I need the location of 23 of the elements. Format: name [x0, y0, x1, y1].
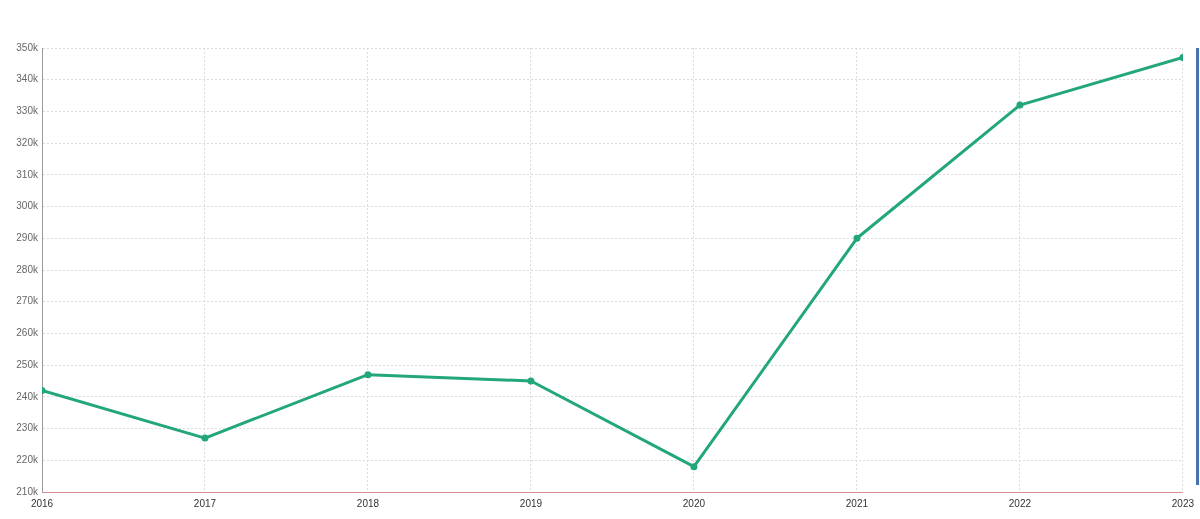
x-tick-label: 2018	[356, 497, 380, 509]
y-tick-label: 320k	[16, 136, 39, 148]
y-tick-label: 240k	[16, 390, 39, 402]
x-tick-label: 2016	[30, 497, 54, 509]
x-tick-label: 2021	[845, 497, 869, 509]
y-tick-label: 260k	[16, 327, 39, 339]
x-tick-label: 2022	[1008, 497, 1032, 509]
y-tick-label: 300k	[16, 200, 39, 212]
x-tick-label: 2020	[682, 497, 706, 509]
x-tick-label: 2023	[1171, 497, 1195, 509]
y-tick-label: 290k	[16, 232, 39, 244]
y-tick-label: 250k	[16, 358, 39, 370]
y-tick-label: 350k	[16, 41, 39, 53]
y-tick-label: 220k	[16, 454, 39, 466]
x-tick-label: 2019	[519, 497, 543, 509]
y-tick-label: 310k	[16, 168, 39, 180]
y-tick-label: 270k	[16, 295, 39, 307]
y-tick-label: 210k	[16, 485, 39, 497]
y-tick-label: 280k	[16, 263, 39, 275]
x-tick-label: 2017	[193, 497, 217, 509]
y-tick-label: 230k	[16, 422, 39, 434]
y-tick-label: 330k	[16, 105, 39, 117]
y-tick-label: 340k	[16, 73, 39, 85]
